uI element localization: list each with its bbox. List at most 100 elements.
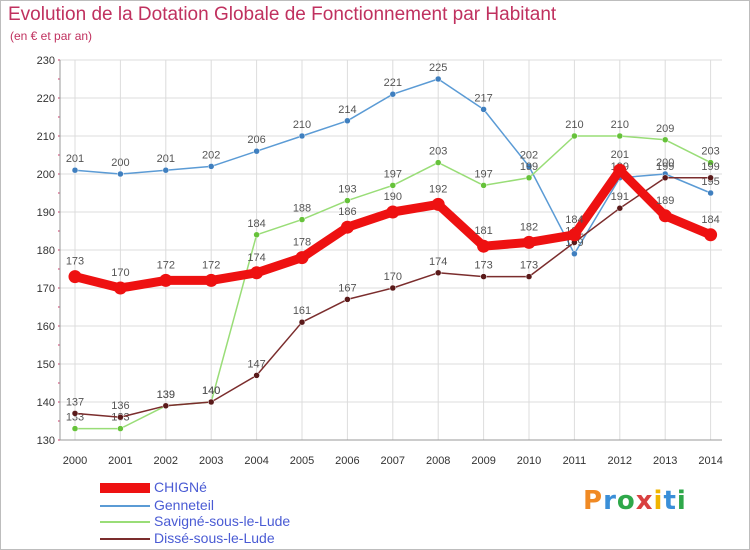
legend-swatch-disse <box>100 538 150 540</box>
data-label-genneteil-2009: 217 <box>474 92 492 104</box>
data-label-chign--2007: 190 <box>384 191 402 203</box>
data-point-diss-sous-le-lude-2010 <box>525 273 533 280</box>
y-tick-label-210: 210 <box>37 131 55 143</box>
x-tick-label-2005: 2005 <box>290 455 314 467</box>
data-point-diss-sous-le-lude-2000 <box>71 410 79 417</box>
data-label-diss-sous-le-lude-2005: 161 <box>293 305 311 317</box>
data-label-genneteil-2007: 221 <box>384 77 402 89</box>
x-tick-label-2011: 2011 <box>563 455 587 467</box>
data-point-savign-sous-le-lude-2011 <box>571 132 578 140</box>
data-label-savign-sous-le-lude-2012: 210 <box>611 119 629 131</box>
data-label-savign-sous-le-lude-2003: 140 <box>202 385 220 397</box>
data-label-savign-sous-le-lude-2007: 197 <box>384 168 402 180</box>
data-label-chign--2001: 170 <box>111 267 129 279</box>
x-tick-label-2001: 2001 <box>108 455 132 467</box>
data-point-savign-sous-le-lude-2001 <box>117 425 124 432</box>
data-point-savign-sous-le-lude-2014 <box>707 159 714 166</box>
data-label-chign--2006: 186 <box>338 206 356 218</box>
x-tick-label-2010: 2010 <box>517 455 541 467</box>
legend-label-disse: Dissé-sous-le-Lude <box>154 530 275 546</box>
data-point-genneteil-2014 <box>707 189 714 197</box>
data-label-chign--2003: 172 <box>202 259 220 271</box>
x-tick-label-2009: 2009 <box>471 455 495 467</box>
data-point-genneteil-2007 <box>389 90 397 98</box>
data-point-diss-sous-le-lude-2003 <box>207 398 215 406</box>
data-label-chign--2000: 173 <box>66 256 84 268</box>
y-tick-label-200: 200 <box>37 169 55 181</box>
data-label-diss-sous-le-lude-2013: 199 <box>656 161 674 173</box>
proxiti-logo-letter: t <box>663 486 677 516</box>
data-label-savign-sous-le-lude-2011: 210 <box>565 119 583 131</box>
data-label-diss-sous-le-lude-2010: 173 <box>520 260 538 272</box>
data-point-savign-sous-le-lude-2005 <box>298 216 306 223</box>
legend-swatch-chigne <box>100 483 150 493</box>
legend-item-savigne: Savigné-sous-le-Lude <box>100 513 360 530</box>
y-tick-label-130: 130 <box>37 435 55 447</box>
data-point-diss-sous-le-lude-2007 <box>389 284 397 292</box>
y-tick-label-140: 140 <box>37 397 55 409</box>
proxiti-logo-letter: i <box>676 486 687 516</box>
data-label-genneteil-2001: 200 <box>111 157 129 169</box>
data-point-genneteil-2010 <box>525 163 533 170</box>
data-point-diss-sous-le-lude-2001 <box>117 413 124 421</box>
proxiti-logo-letter: x <box>635 486 654 516</box>
data-point-diss-sous-le-lude-2014 <box>707 174 714 182</box>
data-point-chign--2007 <box>386 205 400 219</box>
y-tick-label-150: 150 <box>37 359 55 371</box>
y-tick-label-180: 180 <box>37 245 55 257</box>
data-point-savign-sous-le-lude-2012 <box>616 132 624 140</box>
data-label-diss-sous-le-lude-2009: 173 <box>474 260 492 272</box>
data-point-chign--2014 <box>704 228 718 242</box>
data-point-diss-sous-le-lude-2002 <box>162 402 170 410</box>
legend-item-genneteil: Genneteil <box>100 497 360 514</box>
legend-item-disse: Dissé-sous-le-Lude <box>100 530 360 547</box>
data-point-genneteil-2001 <box>117 170 124 178</box>
legend-label-genneteil: Genneteil <box>154 497 214 513</box>
data-label-savign-sous-le-lude-2013: 209 <box>656 123 674 135</box>
data-label-genneteil-2005: 210 <box>293 119 311 131</box>
data-label-genneteil-2002: 201 <box>157 153 175 165</box>
data-point-chign--2000 <box>68 270 82 284</box>
data-point-chign--2010 <box>522 235 536 249</box>
chart-title: Evolution de la Dotation Globale de Fonc… <box>8 4 557 25</box>
data-label-genneteil-2008: 225 <box>429 62 447 74</box>
data-point-diss-sous-le-lude-2013 <box>661 174 669 182</box>
data-label-genneteil-2013: 200 <box>656 157 674 169</box>
legend-item-chigne: CHIGNé <box>100 479 360 496</box>
data-label-savign-sous-le-lude-2002: 139 <box>157 389 175 401</box>
data-label-diss-sous-le-lude-2008: 174 <box>429 256 447 268</box>
data-point-chign--2012 <box>613 163 627 177</box>
data-label-chign--2011: 184 <box>565 214 583 226</box>
data-point-genneteil-2005 <box>298 132 306 140</box>
x-tick-label-2004: 2004 <box>244 455 268 467</box>
data-label-diss-sous-le-lude-2007: 170 <box>384 271 402 283</box>
data-label-chign--2008: 192 <box>429 183 447 195</box>
data-point-chign--2001 <box>113 281 127 295</box>
data-point-genneteil-2000 <box>71 166 79 174</box>
x-tick-label-2003: 2003 <box>199 455 223 467</box>
data-label-diss-sous-le-lude-2012: 191 <box>611 191 629 203</box>
data-point-savign-sous-le-lude-2008 <box>434 159 442 166</box>
x-tick-label-2007: 2007 <box>381 455 405 467</box>
data-label-chign--2009: 181 <box>474 225 492 237</box>
data-point-genneteil-2009 <box>480 106 487 113</box>
data-label-diss-sous-le-lude-2000: 137 <box>66 396 84 408</box>
data-point-genneteil-2004 <box>253 147 260 155</box>
data-point-genneteil-2003 <box>207 163 215 170</box>
data-point-diss-sous-le-lude-2008 <box>434 269 442 277</box>
data-point-savign-sous-le-lude-2009 <box>480 182 487 189</box>
data-point-genneteil-2006 <box>344 117 351 125</box>
proxiti-logo-letter: o <box>616 486 636 516</box>
data-point-savign-sous-le-lude-2010 <box>525 174 533 182</box>
data-label-chign--2013: 189 <box>656 195 674 207</box>
data-point-savign-sous-le-lude-2004 <box>253 231 260 239</box>
chart-subtitle: (en € et par an) <box>10 29 93 43</box>
data-label-diss-sous-le-lude-2014: 199 <box>701 161 719 173</box>
data-label-genneteil-2003: 202 <box>202 149 220 161</box>
data-point-diss-sous-le-lude-2004 <box>253 372 260 379</box>
x-tick-label-2006: 2006 <box>335 455 359 467</box>
x-tick-label-2013: 2013 <box>653 455 677 467</box>
data-label-genneteil-2010: 202 <box>520 149 538 161</box>
data-point-chign--2011 <box>567 228 581 242</box>
